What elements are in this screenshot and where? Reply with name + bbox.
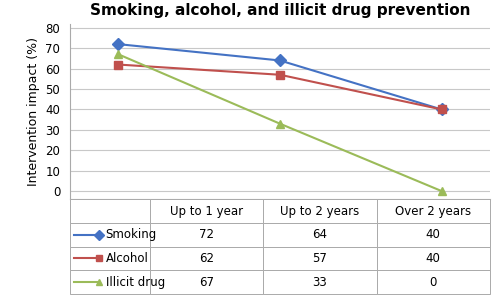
Alcohol <box>277 73 283 77</box>
Line: Illicit drug: Illicit drug <box>114 50 446 195</box>
Text: 64: 64 <box>312 228 328 241</box>
Line: Alcohol: Alcohol <box>114 60 446 114</box>
Text: Illicit drug: Illicit drug <box>106 276 165 289</box>
Text: Up to 2 years: Up to 2 years <box>280 205 359 217</box>
Alcohol <box>116 63 121 66</box>
Line: Smoking: Smoking <box>114 40 446 114</box>
Bar <box>376 223 490 247</box>
Bar <box>70 199 150 223</box>
Text: 40: 40 <box>426 252 440 265</box>
Text: Over 2 years: Over 2 years <box>395 205 471 217</box>
Bar <box>376 270 490 294</box>
Bar <box>263 270 376 294</box>
Bar <box>150 270 263 294</box>
Bar <box>70 247 150 270</box>
Alcohol <box>438 108 444 111</box>
Bar <box>376 199 490 223</box>
Bar <box>150 223 263 247</box>
Text: Up to 1 year: Up to 1 year <box>170 205 243 217</box>
Text: 33: 33 <box>312 276 328 289</box>
Bar <box>263 247 376 270</box>
Text: 0: 0 <box>430 276 437 289</box>
Smoking <box>438 108 444 111</box>
Bar <box>150 199 263 223</box>
Text: 72: 72 <box>199 228 214 241</box>
Text: 57: 57 <box>312 252 328 265</box>
Text: 40: 40 <box>426 228 440 241</box>
Illicit drug <box>277 122 283 126</box>
Bar <box>70 223 150 247</box>
Text: 62: 62 <box>199 252 214 265</box>
Illicit drug <box>438 189 444 193</box>
Bar <box>263 223 376 247</box>
Bar <box>263 199 376 223</box>
Smoking <box>116 42 121 46</box>
Smoking <box>277 59 283 62</box>
Bar <box>70 270 150 294</box>
Text: Alcohol: Alcohol <box>106 252 148 265</box>
Bar <box>376 247 490 270</box>
Y-axis label: Intervention impact (%): Intervention impact (%) <box>27 37 40 186</box>
Title: Smoking, alcohol, and illicit drug prevention: Smoking, alcohol, and illicit drug preve… <box>90 4 470 18</box>
Illicit drug <box>116 53 121 56</box>
Text: 67: 67 <box>199 276 214 289</box>
Bar <box>150 247 263 270</box>
Text: Smoking: Smoking <box>106 228 157 241</box>
